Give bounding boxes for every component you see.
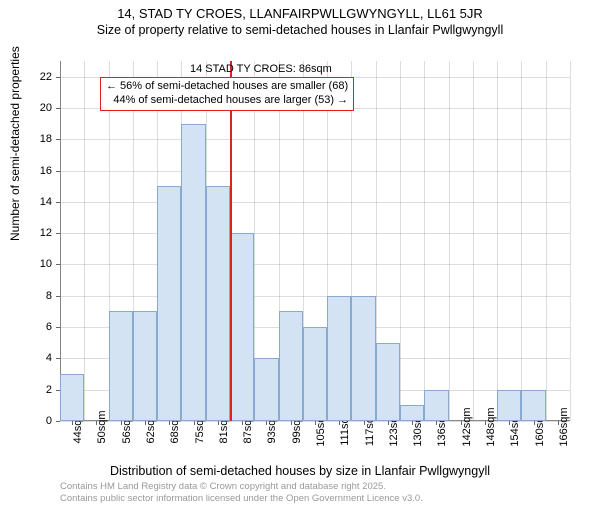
gridline-h [60, 296, 570, 297]
x-tick-label: 142sqm [461, 407, 473, 446]
y-tick-label: 2 [46, 384, 52, 396]
gridline-v [424, 61, 425, 421]
y-tick-label: 22 [40, 71, 52, 83]
plot-area: 024681012141618202244sqm50sqm56sqm62sqm6… [60, 61, 570, 421]
x-tick-label: 50sqm [96, 410, 108, 443]
y-tick-label: 16 [40, 165, 52, 177]
chart-title: 14, STAD TY CROES, LLANFAIRPWLLGWYNGYLL,… [0, 6, 600, 21]
histogram-bar [351, 296, 375, 421]
footer-line2: Contains public sector information licen… [60, 493, 423, 504]
gridline-v [473, 61, 474, 421]
histogram-bar [400, 405, 424, 421]
y-tick-label: 14 [40, 196, 52, 208]
histogram-bar [60, 374, 84, 421]
x-tick-label: 148sqm [485, 407, 497, 446]
histogram-bar [327, 296, 351, 421]
y-tick-label: 6 [46, 321, 52, 333]
gridline-h [60, 139, 570, 140]
footer: Contains HM Land Registry data © Crown c… [60, 481, 423, 504]
gridline-h [60, 264, 570, 265]
gridline-v [497, 61, 498, 421]
y-tick [56, 421, 60, 422]
y-axis-label: Number of semi-detached properties [8, 46, 22, 241]
annotation-line1: ← 56% of semi-detached houses are smalle… [106, 80, 348, 94]
histogram-bar [254, 358, 278, 421]
histogram-bar [157, 186, 181, 421]
histogram-bar [497, 390, 521, 421]
histogram-bar [279, 311, 303, 421]
y-tick-label: 0 [46, 415, 52, 427]
chart-subtitle: Size of property relative to semi-detach… [0, 23, 600, 37]
x-tick-label: 166sqm [558, 407, 570, 446]
gridline-v [400, 61, 401, 421]
histogram-bar [181, 124, 205, 421]
histogram-bar [206, 186, 230, 421]
histogram-bar [521, 390, 545, 421]
gridline-h [60, 233, 570, 234]
histogram-bar [424, 390, 448, 421]
marker-title: 14 STAD TY CROES: 86sqm [190, 63, 332, 75]
gridline-v [570, 61, 571, 421]
y-tick-label: 18 [40, 133, 52, 145]
gridline-v [449, 61, 450, 421]
y-tick-label: 8 [46, 290, 52, 302]
footer-line1: Contains HM Land Registry data © Crown c… [60, 481, 423, 492]
histogram-bar [230, 233, 254, 421]
annotation-box: ← 56% of semi-detached houses are smalle… [100, 77, 354, 111]
gridline-v [60, 61, 61, 421]
y-tick-label: 12 [40, 227, 52, 239]
y-tick-label: 10 [40, 258, 52, 270]
y-tick-label: 4 [46, 352, 52, 364]
gridline-v [546, 61, 547, 421]
gridline-h [60, 202, 570, 203]
x-axis-label: Distribution of semi-detached houses by … [0, 464, 600, 478]
annotation-line2: 44% of semi-detached houses are larger (… [106, 94, 348, 108]
histogram-bar [376, 343, 400, 421]
gridline-h [60, 171, 570, 172]
marker-line [230, 61, 232, 421]
histogram-bar [109, 311, 133, 421]
y-tick-label: 20 [40, 102, 52, 114]
histogram-bar [303, 327, 327, 421]
gridline-v [521, 61, 522, 421]
histogram-bar [133, 311, 157, 421]
gridline-v [84, 61, 85, 421]
